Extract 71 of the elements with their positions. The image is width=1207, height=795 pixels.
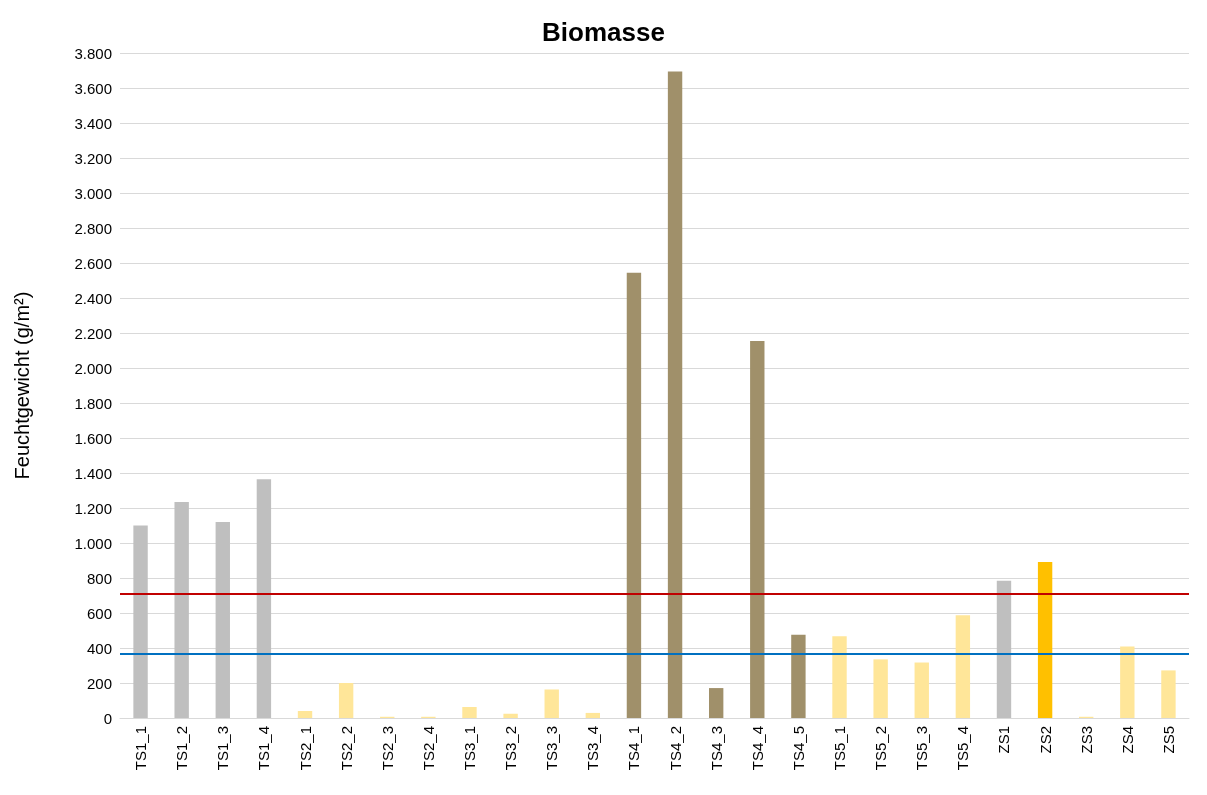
x-tick-label: TS1_1 (132, 726, 150, 771)
x-tick-label: TS2_3 (378, 726, 396, 771)
x-tick-label: TS5_3 (913, 726, 931, 771)
x-tick-label: ZS4 (1118, 726, 1136, 754)
y-tick-label: 1.000 (74, 534, 112, 552)
x-tick-label: TS4_2 (666, 726, 684, 771)
bar (626, 272, 642, 718)
y-tick-label: 1.200 (74, 499, 112, 517)
bar (667, 71, 683, 718)
bar (215, 522, 230, 718)
chart-title: Biomasse (542, 17, 665, 47)
bar (955, 615, 971, 718)
x-tick-label: ZS1 (995, 726, 1013, 754)
x-tick-label: TS2_1 (296, 726, 314, 771)
x-tick-label: TS5_1 (831, 726, 849, 771)
bar (1120, 646, 1135, 718)
bar (996, 580, 1012, 718)
x-tick-label: TS4_3 (707, 726, 725, 771)
x-tick-label: TS4_1 (625, 726, 643, 771)
y-tick-label: 1.600 (74, 429, 112, 447)
y-tick-label: 3.200 (74, 149, 112, 167)
y-tick-label: 1.800 (74, 394, 112, 412)
x-tick-label: TS4_4 (748, 726, 766, 771)
x-tick-label: TS3_1 (460, 726, 478, 771)
bar (544, 689, 559, 718)
bar (708, 688, 724, 718)
y-tick-label: 3.000 (74, 184, 112, 202)
bar (914, 662, 929, 718)
x-tick-label: TS5_4 (954, 726, 972, 771)
x-tick-label: TS1_4 (255, 726, 273, 771)
x-tick-label: TS5_2 (872, 726, 890, 771)
bar (503, 713, 518, 718)
bar (462, 706, 477, 718)
y-axis-title: Feuchtgewicht (g/m²) (11, 291, 33, 480)
x-tick-label: TS1_2 (173, 726, 191, 771)
y-tick-label: 2.200 (74, 324, 112, 342)
bar (1037, 562, 1053, 718)
x-tick-label: TS4_5 (789, 726, 807, 771)
x-tick-label: TS3_2 (502, 726, 520, 771)
y-tick-label: 3.400 (74, 114, 112, 132)
y-tick-label: 2.400 (74, 289, 112, 307)
x-tick-label: ZS5 (1159, 726, 1177, 754)
y-tick-label: 200 (86, 674, 112, 692)
bar (297, 711, 313, 718)
y-tick-label: 800 (86, 569, 112, 587)
x-tick-label: TS2_2 (337, 726, 355, 771)
y-tick-label: 2.000 (74, 359, 112, 377)
y-tick-label: 600 (86, 604, 112, 622)
bar (791, 634, 806, 718)
x-tick-label: ZS2 (1036, 726, 1054, 754)
bar (133, 525, 148, 718)
y-tick-label: 2.600 (74, 254, 112, 272)
x-tick-label: TS3_3 (543, 726, 561, 771)
bar (750, 340, 765, 718)
bar (256, 479, 272, 718)
bar (585, 712, 601, 718)
x-tick-label: TS2_4 (419, 726, 437, 771)
bar (832, 636, 847, 718)
x-tick-label: ZS3 (1077, 726, 1095, 754)
x-tick-label: TS1_3 (214, 726, 232, 771)
y-tick-label: 2.800 (74, 219, 112, 237)
y-tick-label: 400 (86, 639, 112, 657)
bar (873, 659, 888, 718)
y-tick-label: 3.800 (74, 44, 112, 62)
bar (174, 501, 189, 718)
y-tick-label: 1.400 (74, 464, 112, 482)
bar (1161, 670, 1176, 718)
bar (338, 683, 354, 718)
y-tick-label: 0 (103, 709, 112, 727)
y-tick-label: 3.600 (74, 79, 112, 97)
x-tick-label: TS3_4 (584, 726, 602, 771)
